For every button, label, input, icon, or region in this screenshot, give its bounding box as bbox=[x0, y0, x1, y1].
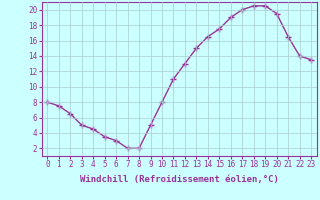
X-axis label: Windchill (Refroidissement éolien,°C): Windchill (Refroidissement éolien,°C) bbox=[80, 175, 279, 184]
